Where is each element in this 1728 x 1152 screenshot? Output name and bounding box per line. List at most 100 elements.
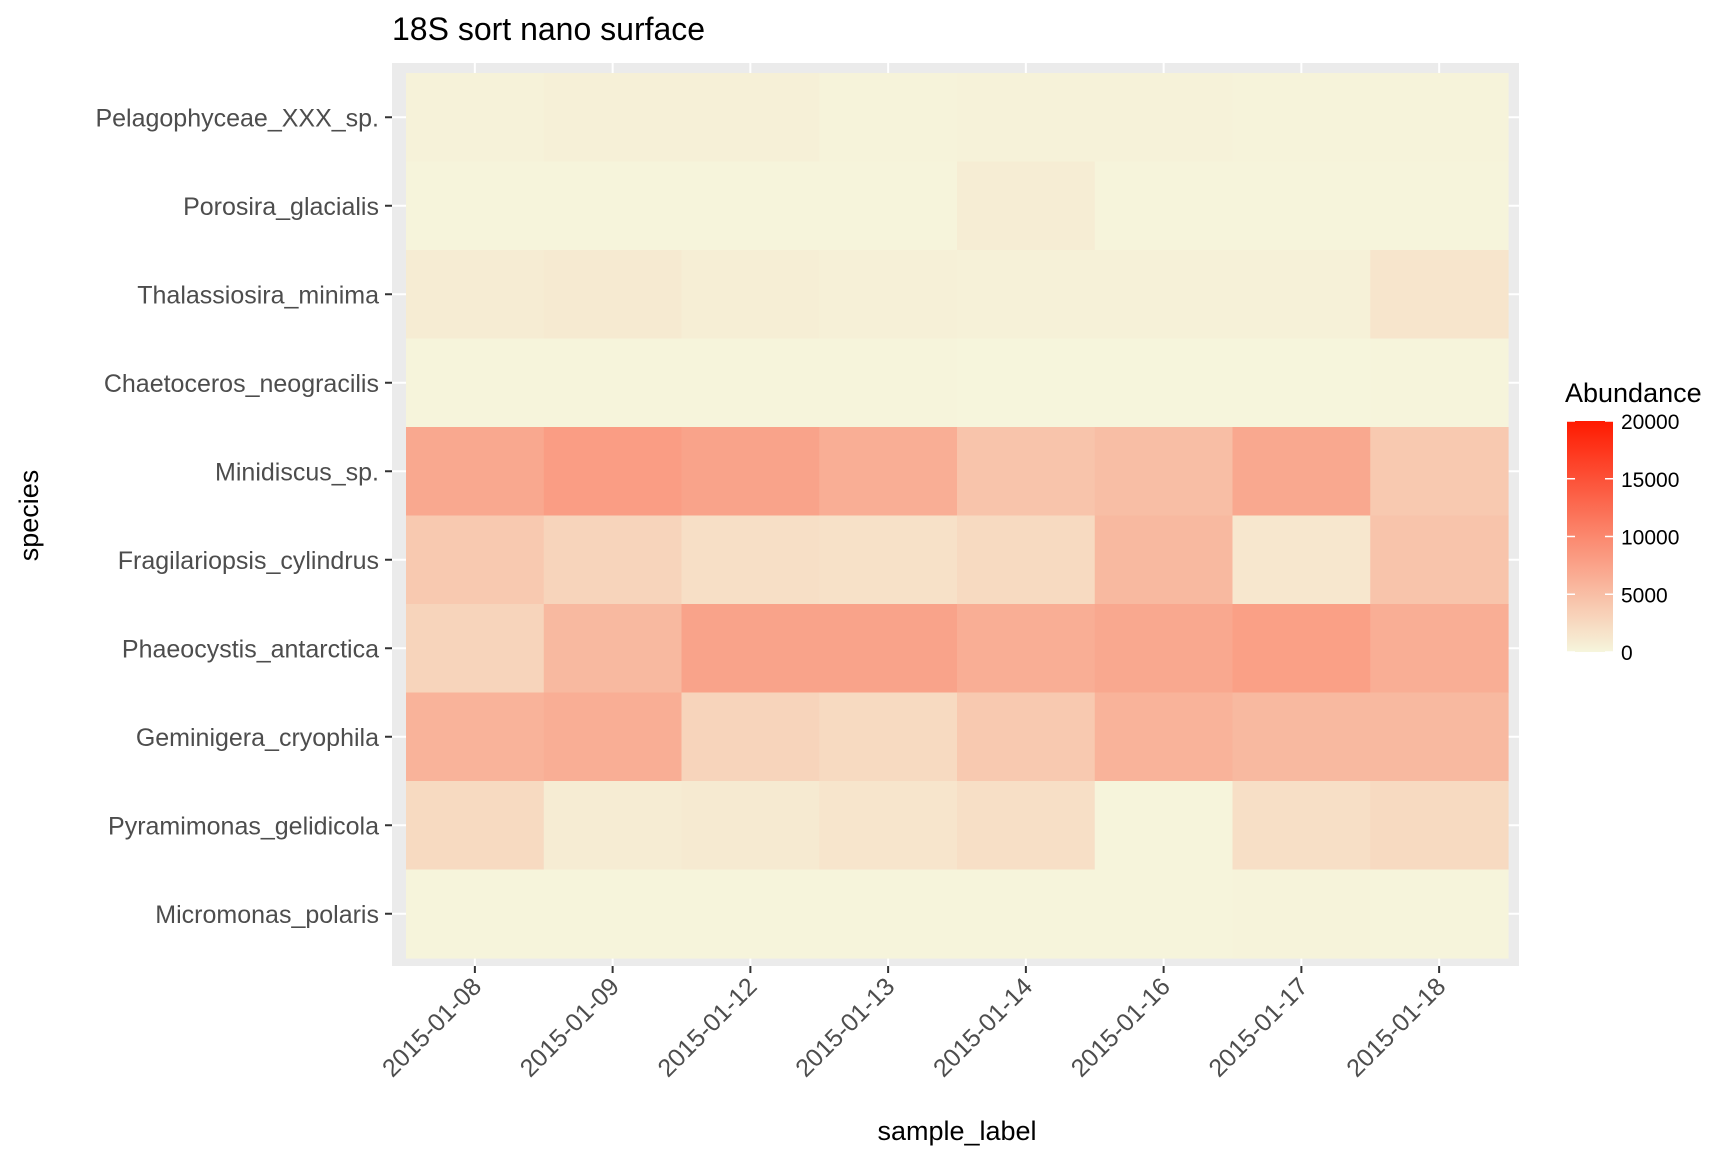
- x-tick-label: 2015-01-14: [928, 972, 1038, 1082]
- heatmap-cell: [1232, 427, 1371, 517]
- heatmap-cell: [1094, 161, 1234, 251]
- heatmap-cell: [1370, 515, 1509, 605]
- x-tick-label: 2015-01-16: [1066, 972, 1176, 1082]
- x-axis: 2015-01-08 2015-01-09 2015-01-12 2015-01-13…: [377, 966, 1451, 1083]
- legend-tick-label: 5000: [1621, 584, 1668, 607]
- heatmap-cells: [406, 73, 1509, 959]
- heatmap-cell: [543, 73, 683, 163]
- heatmap-cell: [1094, 427, 1234, 517]
- heatmap-cell: [819, 781, 958, 871]
- y-tick-label: Minidiscus_sp.: [215, 458, 379, 486]
- heatmap-cell: [543, 604, 683, 694]
- heatmap-cell: [1094, 73, 1234, 163]
- heatmap-cell: [543, 338, 683, 428]
- heatmap-cell: [1370, 73, 1509, 163]
- heatmap-cell: [1094, 869, 1234, 959]
- legend-ticks: 0 5000 10000 15000 20000: [1567, 411, 1679, 665]
- x-tick-label: 2015-01-17: [1203, 972, 1313, 1082]
- heatmap-cell: [406, 781, 545, 871]
- heatmap-cell: [819, 73, 958, 163]
- heatmap-cell: [957, 73, 1096, 163]
- heatmap-cell: [1094, 515, 1234, 605]
- heatmap-cell: [819, 427, 958, 517]
- y-tick-label: Pyramimonas_gelidicola: [108, 812, 379, 840]
- heatmap-cell: [1370, 604, 1509, 694]
- heatmap-cell: [957, 250, 1096, 340]
- y-axis-title: species: [14, 470, 44, 562]
- y-axis: Pelagophyceae_XXX_sp. Porosira_glacialis T…: [95, 104, 392, 929]
- y-tick-label: Phaeocystis_antarctica: [122, 635, 379, 663]
- heatmap-cell: [1232, 515, 1371, 605]
- heatmap-cell: [406, 604, 545, 694]
- heatmap-cell: [1094, 604, 1234, 694]
- legend-tick-label: 0: [1621, 642, 1633, 665]
- heatmap-cell: [543, 781, 683, 871]
- heatmap-cell: [681, 427, 820, 517]
- heatmap-cell: [406, 161, 545, 251]
- y-tick-label: Micromonas_polaris: [155, 901, 379, 929]
- heatmap-cell: [819, 338, 958, 428]
- heatmap-cell: [819, 869, 958, 959]
- heatmap-cell: [1370, 869, 1509, 959]
- heatmap-cell: [406, 250, 545, 340]
- legend-tick-label: 20000: [1621, 411, 1679, 434]
- heatmap-cell: [1094, 781, 1234, 871]
- heatmap-cell: [681, 692, 820, 782]
- heatmap-cell: [1232, 161, 1371, 251]
- y-tick-label: Fragilariopsis_cylindrus: [118, 547, 379, 575]
- heatmap-cell: [681, 73, 820, 163]
- heatmap-cell: [819, 604, 958, 694]
- heatmap-cell: [957, 427, 1096, 517]
- x-axis-title: sample_label: [877, 1116, 1036, 1146]
- heatmap-cell: [1232, 604, 1371, 694]
- heatmap-cell: [1232, 73, 1371, 163]
- heatmap-cell: [957, 604, 1096, 694]
- heatmap-cell: [681, 781, 820, 871]
- x-tick-label: 2015-01-13: [790, 972, 900, 1082]
- heatmap-cell: [406, 692, 545, 782]
- heatmap-cell: [957, 781, 1096, 871]
- heatmap-cell: [1370, 250, 1509, 340]
- heatmap-cell: [681, 515, 820, 605]
- heatmap-cell: [406, 515, 545, 605]
- heatmap-cell: [1232, 869, 1371, 959]
- x-tick-label: 2015-01-18: [1341, 972, 1451, 1082]
- y-tick-label: Geminigera_cryophila: [136, 724, 379, 752]
- chart-title: 18S sort nano surface: [392, 11, 705, 47]
- heatmap-cell: [681, 338, 820, 428]
- heatmap-cell: [819, 250, 958, 340]
- heatmap-cell: [406, 869, 545, 959]
- heatmap-cell: [681, 250, 820, 340]
- legend-tick-label: 15000: [1621, 469, 1679, 492]
- y-tick-label: Chaetoceros_neogracilis: [104, 370, 379, 398]
- heatmap-cell: [406, 73, 545, 163]
- heatmap-cell: [543, 427, 683, 517]
- heatmap-cell: [1094, 338, 1234, 428]
- heatmap-cell: [1370, 338, 1509, 428]
- color-legend: Abundance 0 5000 10000 15000 20000: [1565, 378, 1702, 665]
- heatmap-cell: [1094, 250, 1234, 340]
- heatmap-cell: [1370, 161, 1509, 251]
- y-tick-label: Porosira_glacialis: [183, 193, 379, 221]
- heatmap-cell: [543, 161, 683, 251]
- heatmap-cell: [957, 515, 1096, 605]
- heatmap-cell: [957, 869, 1096, 959]
- heatmap-cell: [957, 338, 1096, 428]
- heatmap-cell: [1094, 692, 1234, 782]
- y-tick-label: Pelagophyceae_XXX_sp.: [95, 104, 379, 132]
- heatmap-cell: [681, 604, 820, 694]
- heatmap-cell: [1232, 338, 1371, 428]
- legend-tick-label: 10000: [1621, 527, 1679, 550]
- heatmap-cell: [406, 338, 545, 428]
- heatmap-cell: [957, 692, 1096, 782]
- x-tick-label: 2015-01-09: [515, 972, 625, 1082]
- heatmap-cell: [1370, 427, 1509, 517]
- heatmap-cell: [819, 692, 958, 782]
- heatmap-cell: [543, 869, 683, 959]
- heatmap-cell: [957, 161, 1096, 251]
- heatmap-cell: [1232, 781, 1371, 871]
- heatmap-cell: [1232, 250, 1371, 340]
- x-tick-label: 2015-01-08: [377, 972, 487, 1082]
- heatmap-cell: [819, 161, 958, 251]
